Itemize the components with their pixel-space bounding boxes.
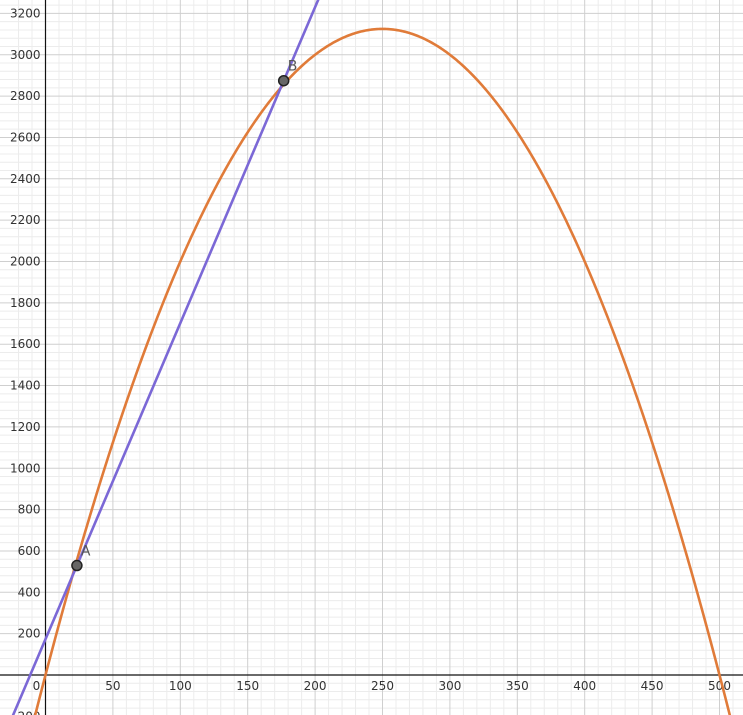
y-tick-label: 2200	[10, 213, 41, 227]
y-tick-label: 2000	[10, 255, 41, 269]
y-tick-label: 200	[18, 627, 41, 641]
y-tick-label: 1600	[10, 337, 41, 351]
y-tick-label: 1200	[10, 420, 41, 434]
x-tick-label: 250	[371, 679, 394, 693]
x-tick-label: 500	[708, 679, 731, 693]
y-tick-label: 3200	[10, 6, 41, 20]
y-tick-label: 2400	[10, 172, 41, 186]
x-tick-labels: 0 50 100 150 200 250 300 350 400 450 500	[33, 679, 731, 693]
y-tick-label: 1000	[10, 461, 41, 475]
x-tick-label: 200	[304, 679, 327, 693]
x-tick-label: 0	[33, 679, 41, 693]
x-tick-label: 450	[641, 679, 664, 693]
points[interactable]: AB	[71, 59, 298, 572]
y-tick-label: -200	[13, 709, 40, 715]
point-label-a: A	[81, 544, 91, 560]
x-tick-label: 400	[573, 679, 596, 693]
x-tick-label: 300	[438, 679, 461, 693]
point-b[interactable]	[277, 74, 290, 87]
y-tick-label: 3000	[10, 48, 41, 62]
x-tick-label: 50	[105, 679, 120, 693]
curves	[5, 0, 740, 715]
y-tick-label: 400	[18, 585, 41, 599]
y-tick-labels: -200 200 400 600 800 1000 1200 1400 1600 1800 2000…	[10, 6, 41, 715]
point-label-b: B	[288, 59, 298, 75]
y-tick-label: 1800	[10, 296, 41, 310]
y-tick-label: 600	[18, 544, 41, 558]
x-tick-label: 350	[506, 679, 529, 693]
y-tick-label: 1400	[10, 379, 41, 393]
y-tick-label: 800	[18, 503, 41, 517]
x-tick-label: 100	[169, 679, 192, 693]
series-parabola[interactable]	[32, 27, 740, 715]
y-tick-label: 2800	[10, 89, 41, 103]
series-secant-line[interactable]	[5, 0, 355, 715]
x-tick-label: 150	[236, 679, 259, 693]
y-tick-label: 2600	[10, 130, 41, 144]
point-a[interactable]	[71, 559, 83, 572]
